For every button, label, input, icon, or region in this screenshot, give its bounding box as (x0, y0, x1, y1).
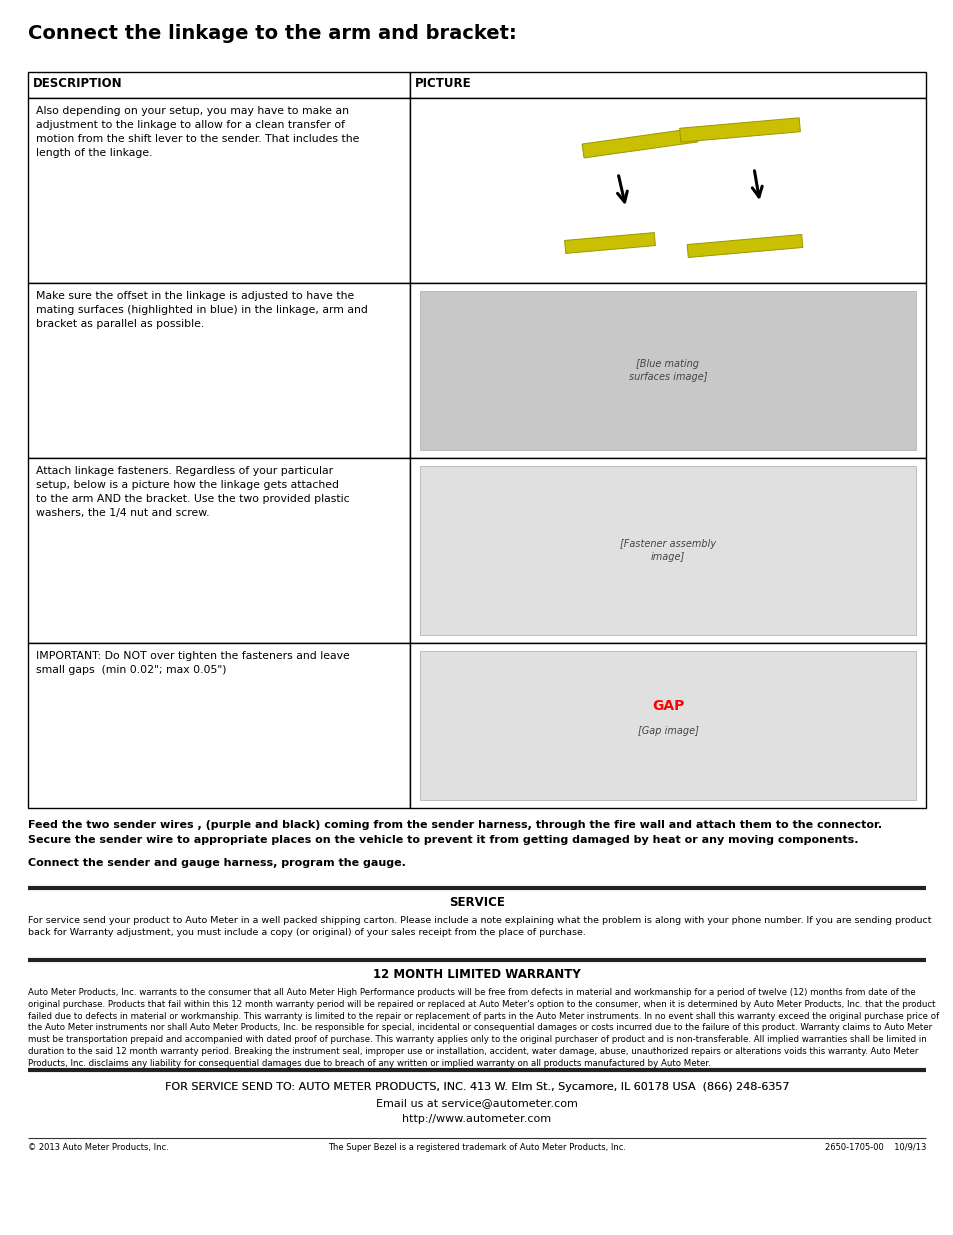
Bar (28, 643, 410, 808)
Text: FOR SERVICE SEND TO: AUTO METER PRODUCTS, INC. 413 W. Elm St., Sycamore, IL 6017: FOR SERVICE SEND TO: AUTO METER PRODUCTS… (165, 1082, 788, 1092)
Text: SERVICE: SERVICE (449, 897, 504, 909)
Text: 12 MONTH LIMITED WARRANTY: 12 MONTH LIMITED WARRANTY (373, 968, 580, 981)
Bar (410, 458, 925, 643)
Text: Connect the sender and gauge harness, program the gauge.: Connect the sender and gauge harness, pr… (28, 858, 405, 868)
Text: FOR SERVICE SEND TO: AUTO METER PRODUCTS, INC. 413 W. Elm St., Sycamore, IL 6017: FOR SERVICE SEND TO: AUTO METER PRODUCTS… (165, 1082, 788, 1092)
Polygon shape (581, 128, 698, 158)
Polygon shape (679, 117, 800, 142)
Text: http://www.autometer.com: http://www.autometer.com (402, 1114, 551, 1124)
Text: 2650-1705-00    10/9/13: 2650-1705-00 10/9/13 (823, 1144, 925, 1152)
Text: The Super Bezel is a registered trademark of Auto Meter Products, Inc.: The Super Bezel is a registered trademar… (328, 1144, 625, 1152)
Text: Also depending on your setup, you may have to make an
adjustment to the linkage : Also depending on your setup, you may ha… (36, 106, 359, 158)
Text: FOR SERVICE SEND TO: AUTO METER PRODUCTS, INC. 413 W. Elm St., Sycamore, IL 6017: FOR SERVICE SEND TO: AUTO METER PRODUCTS… (165, 1082, 788, 1092)
Text: Email us at service@autometer.com: Email us at service@autometer.com (375, 1098, 578, 1108)
Bar (410, 283, 925, 458)
Bar (28, 98, 410, 283)
Text: [Fastener assembly
image]: [Fastener assembly image] (619, 538, 716, 562)
Text: Connect the linkage to the arm and bracket:: Connect the linkage to the arm and brack… (28, 23, 517, 43)
Text: For service send your product to Auto Meter in a well packed shipping carton. Pl: For service send your product to Auto Me… (28, 916, 930, 937)
Text: DESCRIPTION: DESCRIPTION (33, 77, 123, 90)
Bar (410, 72, 925, 98)
Bar (410, 98, 925, 283)
Bar (28, 72, 410, 98)
Polygon shape (686, 235, 802, 257)
Text: Make sure the offset in the linkage is adjusted to have the
mating surfaces (hig: Make sure the offset in the linkage is a… (36, 291, 368, 329)
Bar (28, 458, 410, 643)
Text: GAP: GAP (651, 699, 683, 713)
Text: [Gap image]: [Gap image] (637, 725, 698, 736)
Bar (419, 466, 915, 635)
Polygon shape (564, 232, 655, 253)
Bar (419, 651, 915, 800)
Text: Auto Meter Products, Inc. warrants to the consumer that all Auto Meter High Perf: Auto Meter Products, Inc. warrants to th… (28, 988, 938, 1068)
Text: © 2013 Auto Meter Products, Inc.: © 2013 Auto Meter Products, Inc. (28, 1144, 169, 1152)
Bar (419, 291, 915, 450)
Text: Attach linkage fasteners. Regardless of your particular
setup, below is a pictur: Attach linkage fasteners. Regardless of … (36, 466, 349, 517)
Text: [Blue mating
surfaces image]: [Blue mating surfaces image] (628, 359, 706, 382)
Bar (28, 283, 410, 458)
Text: Feed the two sender wires , (purple and black) coming from the sender harness, t: Feed the two sender wires , (purple and … (28, 820, 882, 845)
Text: IMPORTANT: Do NOT over tighten the fasteners and leave
small gaps  (min 0.02"; m: IMPORTANT: Do NOT over tighten the faste… (36, 651, 350, 676)
Text: PICTURE: PICTURE (415, 77, 471, 90)
Bar (410, 643, 925, 808)
